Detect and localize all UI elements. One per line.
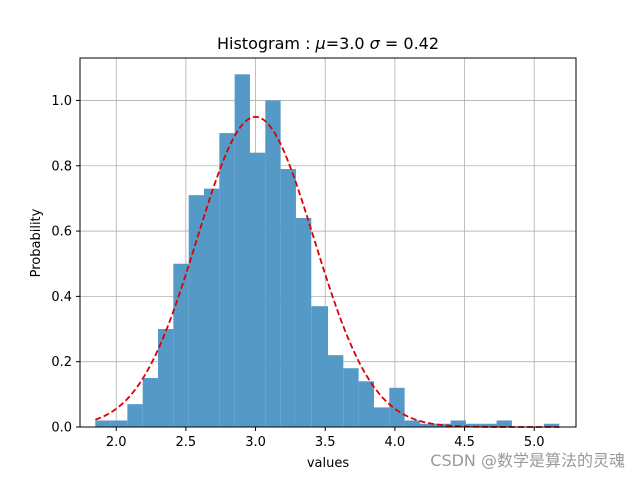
plot-frame xyxy=(79,57,577,428)
histogram-bar xyxy=(280,169,296,427)
histogram-bar xyxy=(110,420,128,427)
histogram-bar xyxy=(358,381,374,427)
histogram-bar xyxy=(311,306,328,427)
histogram-bar xyxy=(173,263,189,427)
histogram-bar xyxy=(481,423,497,427)
histogram-bar xyxy=(389,387,405,427)
histogram-bar xyxy=(265,100,281,427)
histogram-bar xyxy=(328,355,344,427)
histogram-bar xyxy=(295,218,312,427)
y-tick-label: 0.6 xyxy=(51,225,72,240)
histogram-bar xyxy=(419,423,436,427)
histogram-bar xyxy=(204,188,220,427)
histogram-bar xyxy=(343,368,359,427)
histogram-bar xyxy=(373,407,390,427)
y-axis-label: Probability xyxy=(29,208,44,277)
x-tick-label: 4.5 xyxy=(454,435,475,450)
histogram-bar xyxy=(188,195,204,427)
axes xyxy=(79,57,577,428)
histogram-bars xyxy=(95,74,560,428)
histogram-bar xyxy=(543,423,560,427)
histogram-bar xyxy=(496,420,512,427)
y-tick-label: 0.4 xyxy=(51,290,72,305)
x-tick-label: 3.0 xyxy=(245,435,266,450)
histogram-bar xyxy=(219,133,235,427)
x-tick-label: 3.5 xyxy=(315,435,336,450)
histogram-bar xyxy=(465,423,482,427)
histogram-bar xyxy=(142,378,159,427)
x-axis-label: values xyxy=(307,456,350,471)
histogram-bar xyxy=(450,420,466,427)
histogram-bar xyxy=(95,420,111,427)
histogram-bar xyxy=(249,152,266,428)
watermark-text: CSDN @数学是算法的灵魂 xyxy=(430,451,625,470)
x-tick-label: 2.5 xyxy=(176,435,197,450)
y-tick-label: 0.8 xyxy=(51,159,72,174)
y-axis-ticks: 0.0 0.2 0.4 0.6 0.8 1.0 xyxy=(51,94,80,436)
x-tick-label: 5.0 xyxy=(524,435,545,450)
histogram-bar xyxy=(435,423,451,427)
x-axis-ticks: 2.0 2.5 3.0 3.5 4.0 4.5 5.0 xyxy=(106,427,545,450)
histogram-bar xyxy=(158,329,174,427)
y-tick-label: 0.0 xyxy=(51,421,72,436)
x-tick-label: 2.0 xyxy=(106,435,127,450)
histogram-bar xyxy=(234,74,250,428)
histogram-bar xyxy=(127,404,143,427)
y-tick-label: 1.0 xyxy=(51,94,72,109)
chart-title: Histogram : μ=3.0 σ = 0.42 xyxy=(217,34,439,53)
histogram-bar xyxy=(404,420,420,427)
x-tick-label: 4.0 xyxy=(385,435,406,450)
y-tick-label: 0.2 xyxy=(51,355,72,370)
